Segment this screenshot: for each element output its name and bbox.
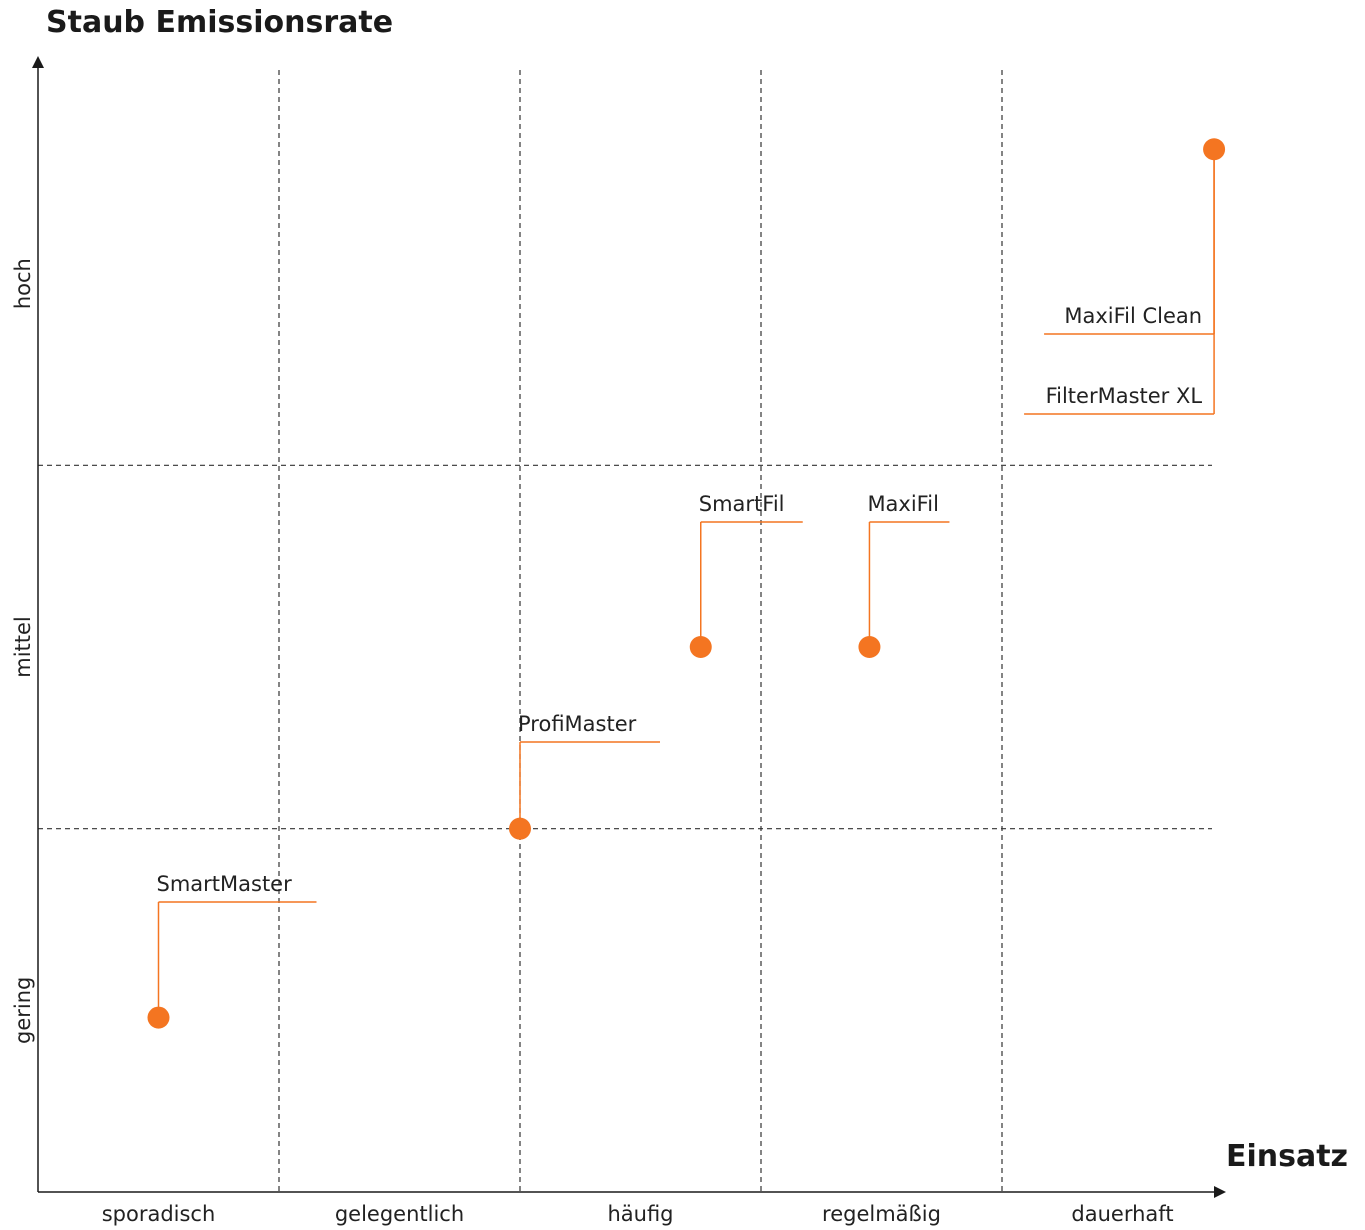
data-point: [858, 636, 881, 658]
data-point: [147, 1006, 170, 1029]
data-point: [509, 817, 531, 840]
grid-lines: [38, 70, 1212, 1192]
y-tick-label: hoch: [11, 258, 35, 309]
point-label: ProfiMaster: [518, 712, 637, 736]
chart-title: Staub Emissionsrate: [46, 5, 393, 40]
data-points: SmartMaster ProfiMaster SmartFil MaxiFil Max…: [147, 138, 1226, 1029]
point-label: MaxiFil: [867, 492, 938, 516]
x-tick-labels: sporadisch gelegentlich häufig regelmäßig da…: [102, 1202, 1174, 1226]
point-label: SmartMaster: [157, 872, 293, 896]
point-label: SmartFil: [699, 492, 785, 516]
y-tick-labels: gering mittel hoch: [11, 258, 35, 1044]
x-tick-label: gelegentlich: [335, 1202, 464, 1226]
point-label: FilterMaster XL: [1046, 384, 1203, 408]
y-tick-label: gering: [11, 977, 35, 1044]
x-axis-label: Einsatz: [1226, 1139, 1348, 1174]
data-point: [689, 636, 712, 658]
x-tick-label: häufig: [607, 1202, 673, 1226]
data-point: [1203, 138, 1226, 161]
x-tick-label: regelmäßig: [822, 1202, 941, 1226]
x-tick-label: sporadisch: [102, 1202, 216, 1226]
y-tick-label: mittel: [11, 616, 35, 678]
x-tick-label: dauerhaft: [1071, 1202, 1173, 1226]
point-label: MaxiFil Clean: [1064, 304, 1202, 328]
